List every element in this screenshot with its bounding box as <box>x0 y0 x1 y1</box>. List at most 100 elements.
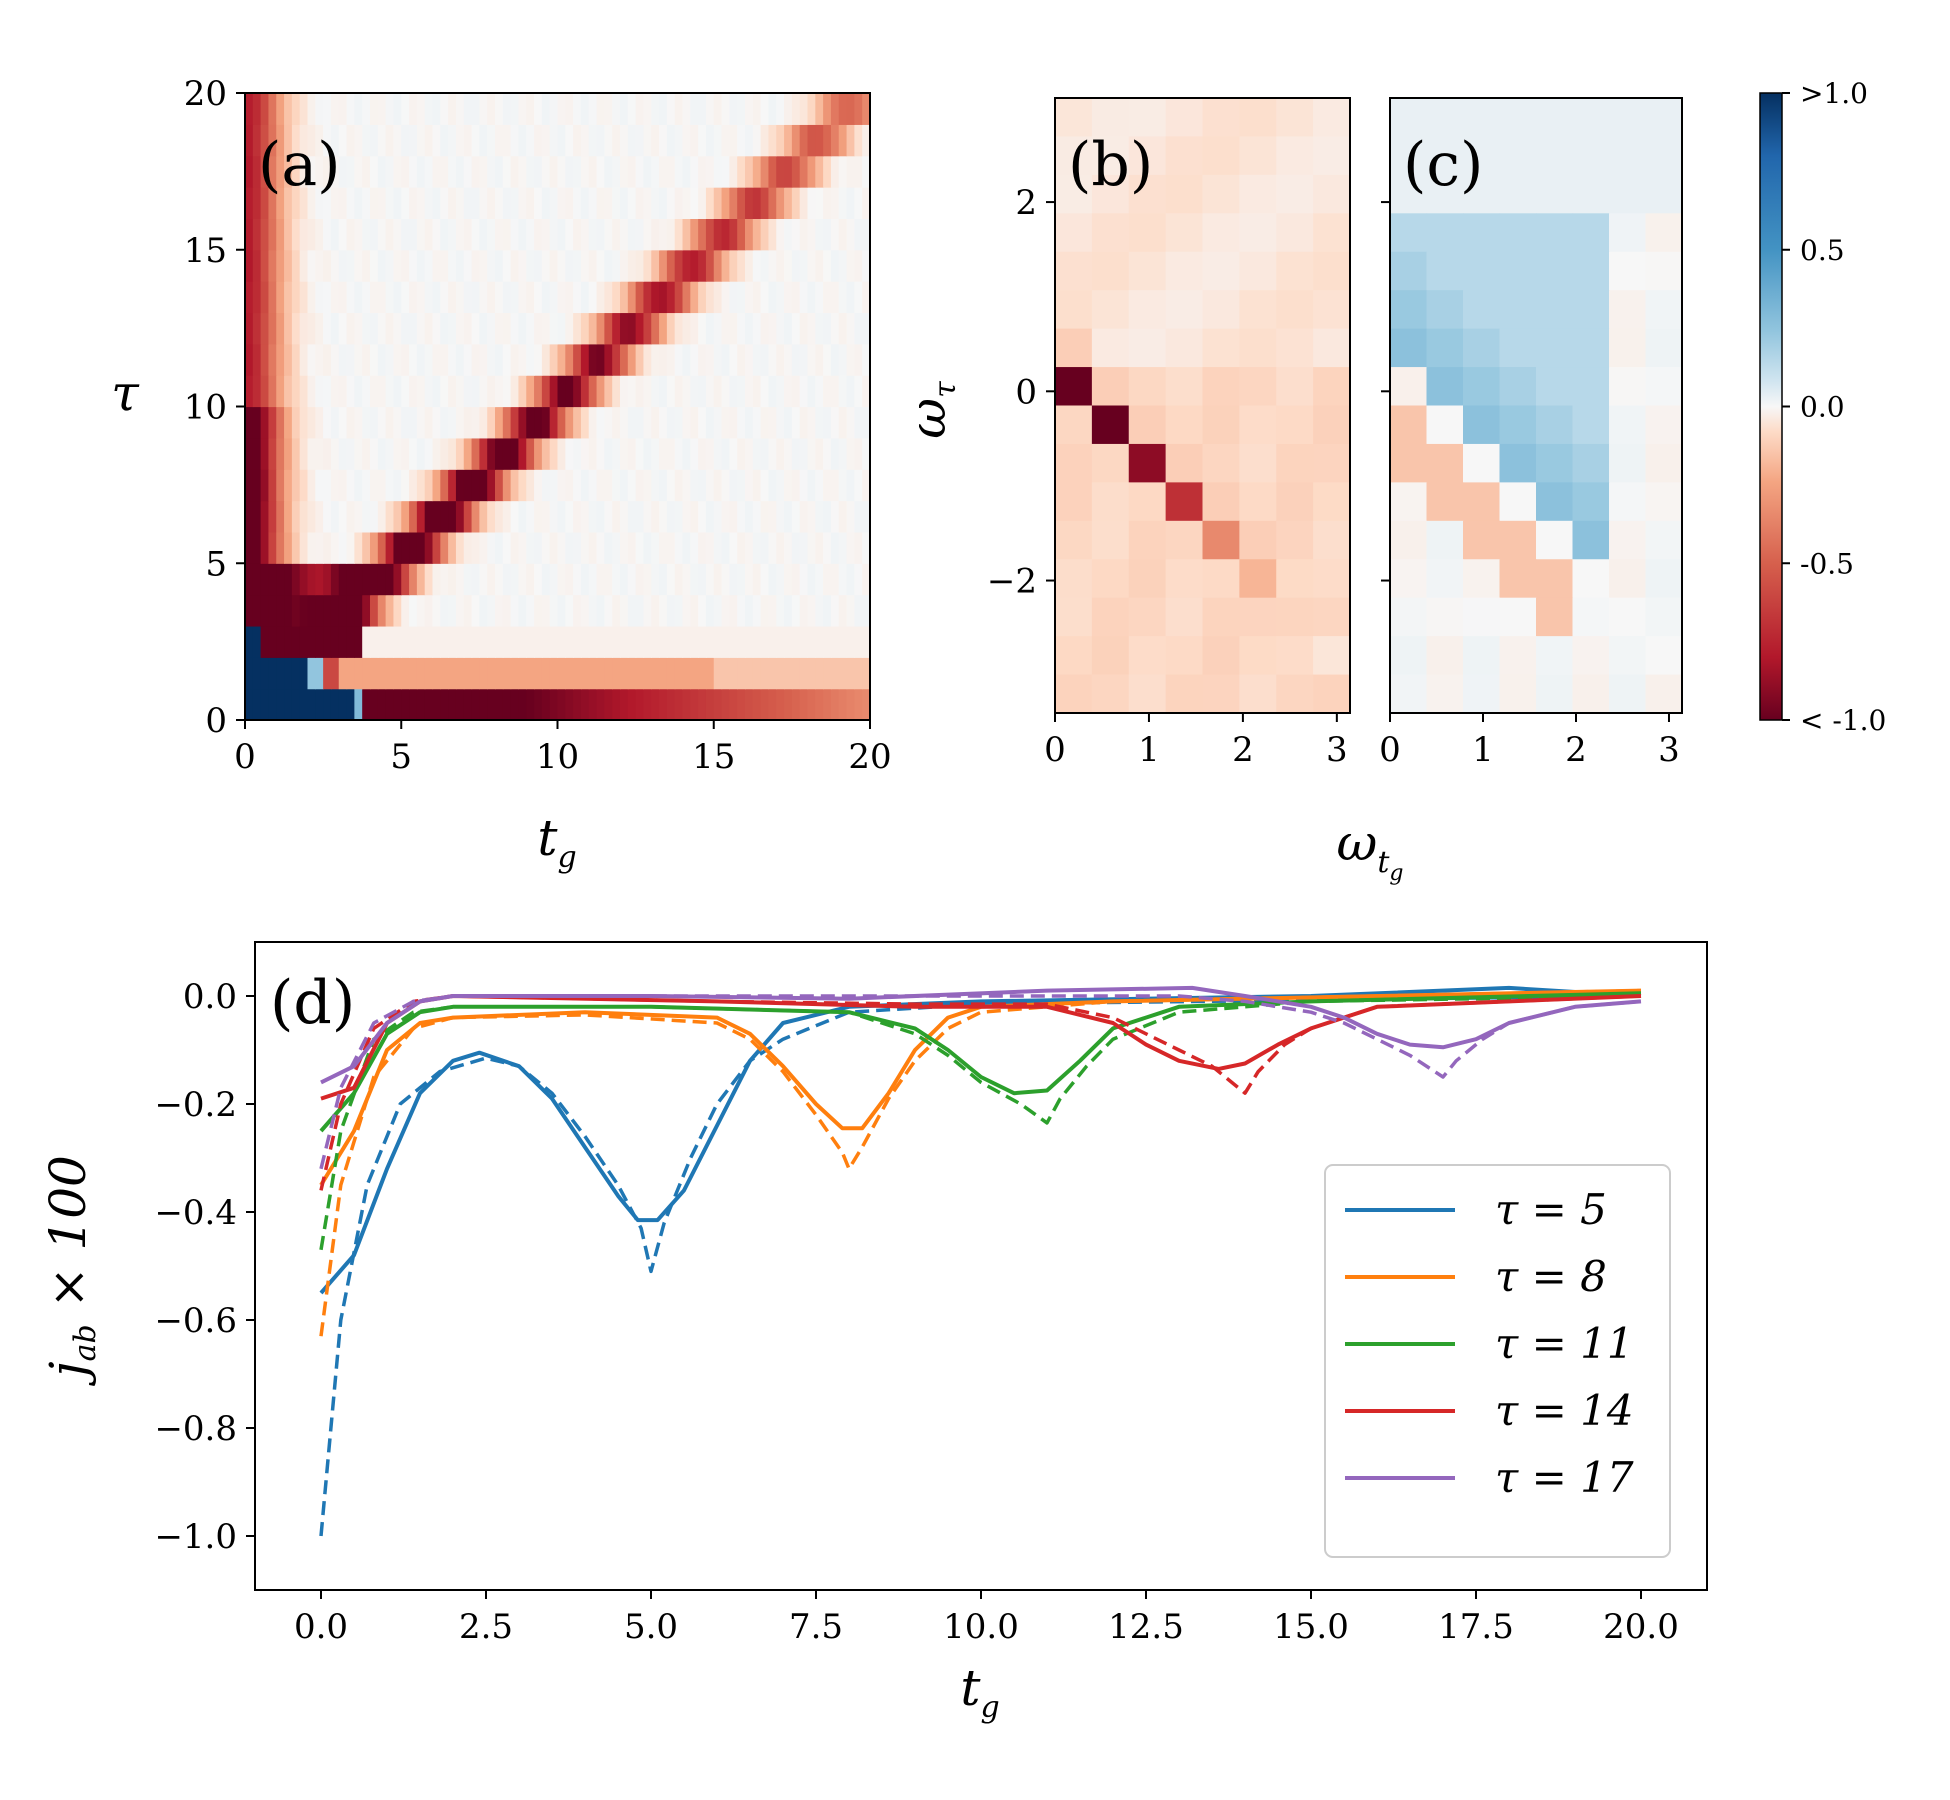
heatmap-a-cell <box>495 531 504 564</box>
heatmap-a-cell <box>245 469 254 502</box>
heatmap-a-cell <box>651 343 660 376</box>
heatmap-a-cell <box>440 124 449 157</box>
heatmap-a-cell <box>862 563 870 596</box>
heatmap-a-cell <box>541 155 551 188</box>
y-tick-label: −0.6 <box>154 1301 237 1341</box>
heatmap-a-cell <box>479 688 488 720</box>
heatmap-a-cell <box>666 406 676 439</box>
heatmap-a-cell <box>846 124 855 157</box>
heatmap-cell <box>1202 674 1240 714</box>
heatmap-cell <box>1276 443 1314 483</box>
heatmap-cell <box>1239 482 1277 522</box>
heatmap-a-cell <box>338 218 348 251</box>
heatmap-a-cell <box>393 594 402 627</box>
heatmap-a-cell <box>510 594 520 627</box>
heatmap-a-cell <box>455 625 465 658</box>
heatmap-a-cell <box>620 249 629 282</box>
heatmap-cell <box>1499 443 1537 483</box>
heatmap-a-cell <box>330 406 340 439</box>
heatmap-a-cell <box>721 155 730 188</box>
heatmap-a-cell <box>432 500 441 533</box>
heatmap-a-cell <box>651 469 660 502</box>
heatmap-a-cell <box>807 312 816 345</box>
heatmap-a-cell <box>588 155 598 188</box>
heatmap-a-cell <box>752 531 762 564</box>
heatmap-a-cell <box>604 563 613 596</box>
heatmap-a-cell <box>260 657 270 690</box>
heatmap-a-cell <box>807 437 816 470</box>
heatmap-a-cell <box>354 625 363 658</box>
heatmap-a-cell <box>330 187 340 219</box>
heatmap-a-cell <box>245 406 254 439</box>
heatmap-a-cell <box>573 531 582 564</box>
heatmap-a-cell <box>760 218 770 251</box>
y-tick-label: 2 <box>1015 183 1037 223</box>
heatmap-a-cell <box>424 625 434 658</box>
heatmap-a-cell <box>823 375 832 408</box>
heatmap-a-cell <box>643 249 652 282</box>
heatmap-a-cell <box>393 625 402 658</box>
heatmap-cell <box>1426 674 1464 714</box>
heatmap-a-cell <box>424 281 434 314</box>
heatmap-a-cell <box>487 563 496 596</box>
heatmap-a-cell <box>635 93 645 125</box>
heatmap-a-cell <box>268 312 277 345</box>
heatmap-a-cell <box>448 437 457 470</box>
heatmap-a-cell <box>651 93 660 125</box>
heatmap-cell <box>1202 520 1240 560</box>
heatmap-a-cell <box>565 249 574 282</box>
heatmap-a-cell <box>791 500 801 533</box>
heatmap-a-cell <box>338 187 348 219</box>
heatmap-a-cell <box>705 531 715 564</box>
heatmap-a-cell <box>596 93 605 125</box>
heatmap-a-cell <box>354 688 363 720</box>
heatmap-a-cell <box>612 406 621 439</box>
heatmap-a-cell <box>307 500 316 533</box>
heatmap-a-cell <box>479 657 488 690</box>
heatmap-a-cell <box>346 187 355 219</box>
heatmap-cell <box>1128 520 1167 560</box>
heatmap-a-cell <box>627 594 637 627</box>
x-tick-label: 0 <box>1044 730 1066 770</box>
heatmap-a-cell <box>245 155 254 188</box>
heatmap-a-cell <box>252 688 262 720</box>
heatmap-a-cell <box>713 249 723 282</box>
heatmap-cell <box>1165 520 1204 560</box>
heatmap-a-cell <box>377 187 387 219</box>
heatmap-a-cell <box>307 657 316 690</box>
heatmap-a-cell <box>674 469 684 502</box>
heatmap-a-cell <box>659 406 668 439</box>
heatmap-cell <box>1091 559 1130 599</box>
heatmap-cell <box>1239 367 1277 407</box>
heatmap-a-cell <box>807 406 816 439</box>
heatmap-a-cell <box>330 93 340 125</box>
heatmap-a-cell <box>245 625 254 658</box>
heatmap-a-cell <box>862 312 870 345</box>
heatmap-a-cell <box>510 124 520 157</box>
heatmap-a-cell <box>260 93 270 125</box>
heatmap-a-cell <box>807 531 816 564</box>
heatmap-a-cell <box>377 594 387 627</box>
heatmap-a-cell <box>362 594 371 627</box>
heatmap-a-cell <box>409 625 418 658</box>
heatmap-cell <box>1165 482 1204 522</box>
heatmap-a-cell <box>799 531 809 564</box>
heatmap-a-cell <box>440 187 449 219</box>
heatmap-a-cell <box>768 625 777 658</box>
heatmap-a-cell <box>330 375 340 408</box>
heatmap-a-cell <box>823 218 832 251</box>
heatmap-a-cell <box>448 187 457 219</box>
heatmap-a-cell <box>791 124 801 157</box>
heatmap-a-cell <box>448 657 457 690</box>
heatmap-cell <box>1463 674 1501 714</box>
heatmap-cell <box>1645 290 1683 330</box>
heatmap-a-cell <box>252 406 262 439</box>
heatmap-a-cell <box>252 218 262 251</box>
heatmap-a-cell <box>284 657 293 690</box>
heatmap-a-cell <box>377 218 387 251</box>
heatmap-a-cell <box>768 531 777 564</box>
heatmap-a-cell <box>268 688 277 720</box>
heatmap-a-cell <box>463 93 473 125</box>
heatmap-cell <box>1426 213 1464 253</box>
heatmap-a-cell <box>432 375 441 408</box>
